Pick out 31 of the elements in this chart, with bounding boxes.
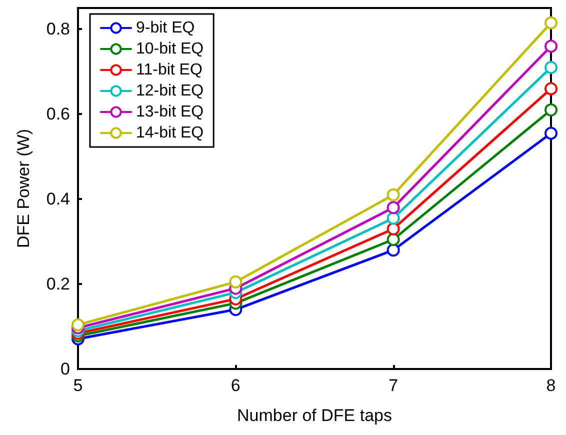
- legend-label: 11-bit EQ: [136, 62, 202, 78]
- y-tick-label: 0.4: [46, 190, 70, 209]
- legend-label: 14-bit EQ: [136, 124, 204, 142]
- point: [386, 244, 400, 257]
- point: [72, 318, 84, 332]
- x-tick-label: 8: [546, 376, 556, 395]
- x-tick-label: 6: [230, 376, 240, 395]
- point: [544, 40, 558, 53]
- y-tick-label: 0.6: [46, 104, 70, 124]
- point: [386, 222, 400, 236]
- x-tick-label: 7: [388, 376, 398, 395]
- point: [229, 275, 242, 288]
- point: [544, 60, 558, 74]
- x-axis-title: Number of DFE taps: [237, 406, 392, 425]
- legend-label: 9-bit EQ: [136, 20, 195, 36]
- point: [386, 232, 400, 246]
- y-tick-label: 0.2: [46, 274, 70, 294]
- point: [386, 188, 400, 202]
- point: [386, 212, 400, 225]
- point: [544, 16, 558, 30]
- point: [544, 82, 558, 96]
- y-tick-label: 0: [60, 360, 70, 378]
- legend-label: 13-bit EQ: [136, 104, 204, 120]
- legend-label: 12-bit EQ: [136, 82, 204, 100]
- point: [544, 126, 558, 140]
- point: [386, 201, 400, 214]
- x-tick-label: 5: [73, 376, 83, 395]
- point: [544, 103, 558, 116]
- y-tick-label: 0.8: [46, 20, 70, 39]
- legend-label: 10-bit EQ: [136, 40, 204, 58]
- y-axis-title: DFE Power (W): [14, 129, 33, 248]
